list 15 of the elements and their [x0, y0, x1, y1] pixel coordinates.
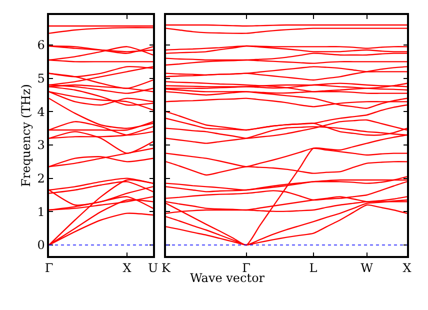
x-tick-label: U — [148, 261, 158, 276]
x-tick-label: X — [122, 261, 132, 276]
x-tick-label: X — [402, 261, 412, 276]
y-tick-label: 0 — [37, 238, 45, 252]
x-tick-label: Γ — [44, 261, 54, 276]
y-tick-label: 2 — [37, 172, 45, 186]
x-tick-label: K — [162, 261, 172, 276]
y-tick-label: 6 — [37, 38, 45, 52]
y-tick-label: 1 — [37, 204, 45, 219]
x-tick-label: L — [309, 261, 318, 276]
y-tick-label: 5 — [37, 72, 45, 86]
y-tick-label: 3 — [37, 138, 45, 152]
y-tick-label: 4 — [37, 104, 46, 119]
x-tick-label: W — [360, 261, 374, 276]
y-axis-title: Frequency (THz) — [19, 84, 34, 187]
